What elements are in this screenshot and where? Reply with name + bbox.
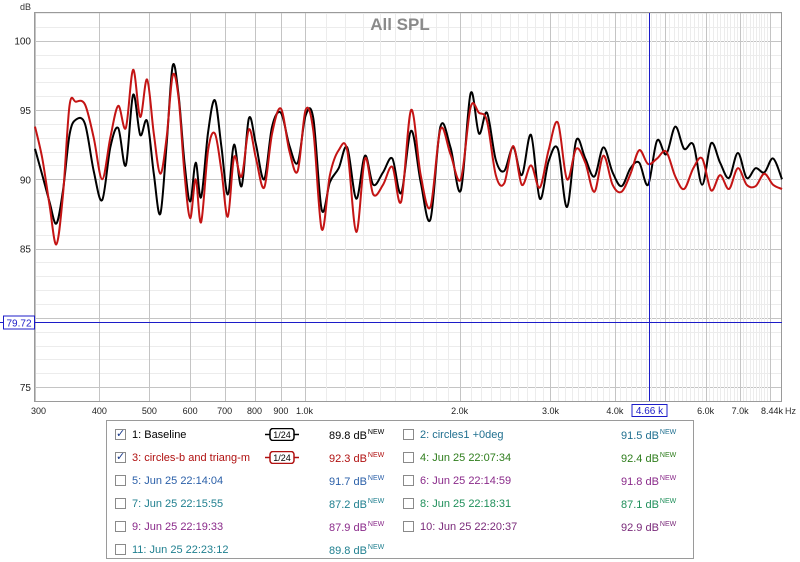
new-badge: NEW: [367, 452, 385, 459]
x-tick-label: 700: [217, 406, 232, 416]
plot-frame: [34, 12, 782, 402]
axis-labels: 100 95 90 85 75 300 400 500 600 700 800 900 1.0k 2.0k…: [14, 37, 783, 416]
legend-item[interactable]: 1: Baseline 1/24 89.8 dBNEW: [115, 426, 395, 444]
legend-label: 11: Jun 25 22:23:12: [132, 544, 229, 556]
smoothing-swatch[interactable]: 1/24: [265, 451, 299, 464]
x-tick-label: 3.0k: [542, 406, 560, 416]
legend-value: 87.9 dBNEW: [329, 521, 385, 534]
svg-text:1/24: 1/24: [273, 430, 291, 440]
legend-item[interactable]: 4: Jun 25 22:07:34 92.4 dBNEW: [403, 449, 683, 467]
chart-title: All SPL: [370, 15, 430, 34]
x-tick-label: 300: [31, 406, 46, 416]
legend-item[interactable]: 7: Jun 25 22:15:55 87.2 dBNEW: [115, 495, 395, 513]
new-badge: NEW: [659, 429, 677, 436]
legend-label: 9: Jun 25 22:19:33: [132, 521, 224, 533]
legend-label: 1: Baseline: [132, 429, 187, 441]
legend-value: 92.9 dBNEW: [621, 521, 677, 534]
cursor-x-readout: 4.66 k: [636, 406, 664, 417]
y-tick-label: 75: [20, 383, 32, 394]
legend-checkbox[interactable]: [403, 498, 414, 509]
x-tick-label: 500: [142, 406, 157, 416]
spl-chart[interactable]: 79.72 4.66 k 100 95 90 85 75 300 400 500 600 700 80…: [0, 0, 800, 420]
cursor-y-readout-box: [3, 315, 35, 330]
legend-label: 3: circles-b and triang-m: [132, 452, 250, 464]
legend-checkbox[interactable]: [115, 521, 126, 532]
legend-checkbox[interactable]: [403, 429, 414, 440]
legend-checkbox[interactable]: [115, 450, 126, 463]
x-tick-label: 800: [247, 406, 262, 416]
new-badge: NEW: [659, 475, 677, 482]
x-tick-label: 900: [273, 406, 288, 416]
legend-value: 89.8 dBNEW: [329, 544, 385, 557]
new-badge: NEW: [659, 452, 677, 459]
legend-checkbox[interactable]: [403, 475, 414, 486]
legend-value: 91.5 dBNEW: [621, 429, 677, 442]
new-badge: NEW: [367, 475, 385, 482]
legend-item[interactable]: 5: Jun 25 22:14:04 91.7 dBNEW: [115, 472, 395, 490]
new-badge: NEW: [367, 521, 385, 528]
new-badge: NEW: [367, 429, 385, 436]
legend-item[interactable]: 8: Jun 25 22:18:31 87.1 dBNEW: [403, 495, 683, 513]
y-tick-label: 85: [20, 245, 32, 256]
chart-grid: [35, 13, 782, 402]
new-badge: NEW: [367, 544, 385, 551]
y-tick-label: 95: [20, 106, 32, 117]
legend-label: 10: Jun 25 22:20:37: [420, 521, 518, 533]
cursor-y-readout: 79.72: [6, 319, 31, 330]
legend-item[interactable]: 9: Jun 25 22:19:33 87.9 dBNEW: [115, 518, 395, 536]
x-tick-label: 6.0k: [697, 406, 715, 416]
legend-panel: 1: Baseline 1/24 89.8 dBNEW 2: circles1 +0d…: [106, 420, 694, 559]
legend-item[interactable]: 2: circles1 +0deg 91.5 dBNEW: [403, 426, 683, 444]
legend-value: 87.2 dBNEW: [329, 498, 385, 511]
x-tick-label: 7.0k: [732, 406, 750, 416]
new-badge: NEW: [367, 498, 385, 505]
legend-item[interactable]: 10: Jun 25 22:20:37 92.9 dBNEW: [403, 518, 683, 536]
legend-value: 91.8 dBNEW: [621, 475, 677, 488]
legend-item[interactable]: 3: circles-b and triang-m 1/24 92.3 dBNEW: [115, 449, 395, 467]
legend-value: 89.8 dBNEW: [329, 429, 385, 442]
legend-value: 92.3 dBNEW: [329, 452, 385, 465]
svg-text:1/24: 1/24: [273, 453, 291, 463]
legend-checkbox[interactable]: [115, 427, 126, 440]
legend-value: 92.4 dBNEW: [621, 452, 677, 465]
x-tick-label: 8.44k: [761, 406, 784, 416]
legend-label: 2: circles1 +0deg: [420, 429, 504, 441]
legend-checkbox[interactable]: [403, 521, 414, 532]
y-tick-label: 100: [14, 37, 31, 48]
legend-label: 4: Jun 25 22:07:34: [420, 452, 512, 464]
legend-checkbox[interactable]: [115, 498, 126, 509]
legend-label: 5: Jun 25 22:14:04: [132, 475, 224, 487]
legend-checkbox[interactable]: [115, 475, 126, 486]
series-line-circles-b: [34, 68, 783, 246]
y-axis-unit-label: dB: [20, 2, 31, 12]
cursor-x-readout-box: [631, 404, 668, 417]
legend-value: 91.7 dBNEW: [329, 475, 385, 488]
x-tick-label: 2.0k: [451, 406, 469, 416]
legend-label: 8: Jun 25 22:18:31: [420, 498, 512, 510]
legend-checkbox[interactable]: [115, 544, 126, 555]
new-badge: NEW: [659, 521, 677, 528]
legend-value: 87.1 dBNEW: [621, 498, 677, 511]
legend-item[interactable]: 11: Jun 25 22:23:12 89.8 dBNEW: [115, 541, 395, 559]
x-tick-label: 400: [92, 406, 107, 416]
legend-checkbox[interactable]: [403, 452, 414, 463]
x-tick-label: 600: [183, 406, 198, 416]
legend-label: 7: Jun 25 22:15:55: [132, 498, 224, 510]
x-tick-label: 4.0k: [606, 406, 624, 416]
legend-item[interactable]: 6: Jun 25 22:14:59 91.8 dBNEW: [403, 472, 683, 490]
smoothing-swatch[interactable]: 1/24: [265, 428, 299, 441]
y-tick-label: 90: [20, 175, 32, 186]
x-tick-label: 1.0k: [296, 406, 314, 416]
new-badge: NEW: [659, 498, 677, 505]
series-layer: [34, 63, 783, 246]
x-axis-unit-label: Hz: [785, 406, 796, 416]
legend-label: 6: Jun 25 22:14:59: [420, 475, 512, 487]
cursor-layer[interactable]: 79.72 4.66 k: [0, 13, 782, 417]
